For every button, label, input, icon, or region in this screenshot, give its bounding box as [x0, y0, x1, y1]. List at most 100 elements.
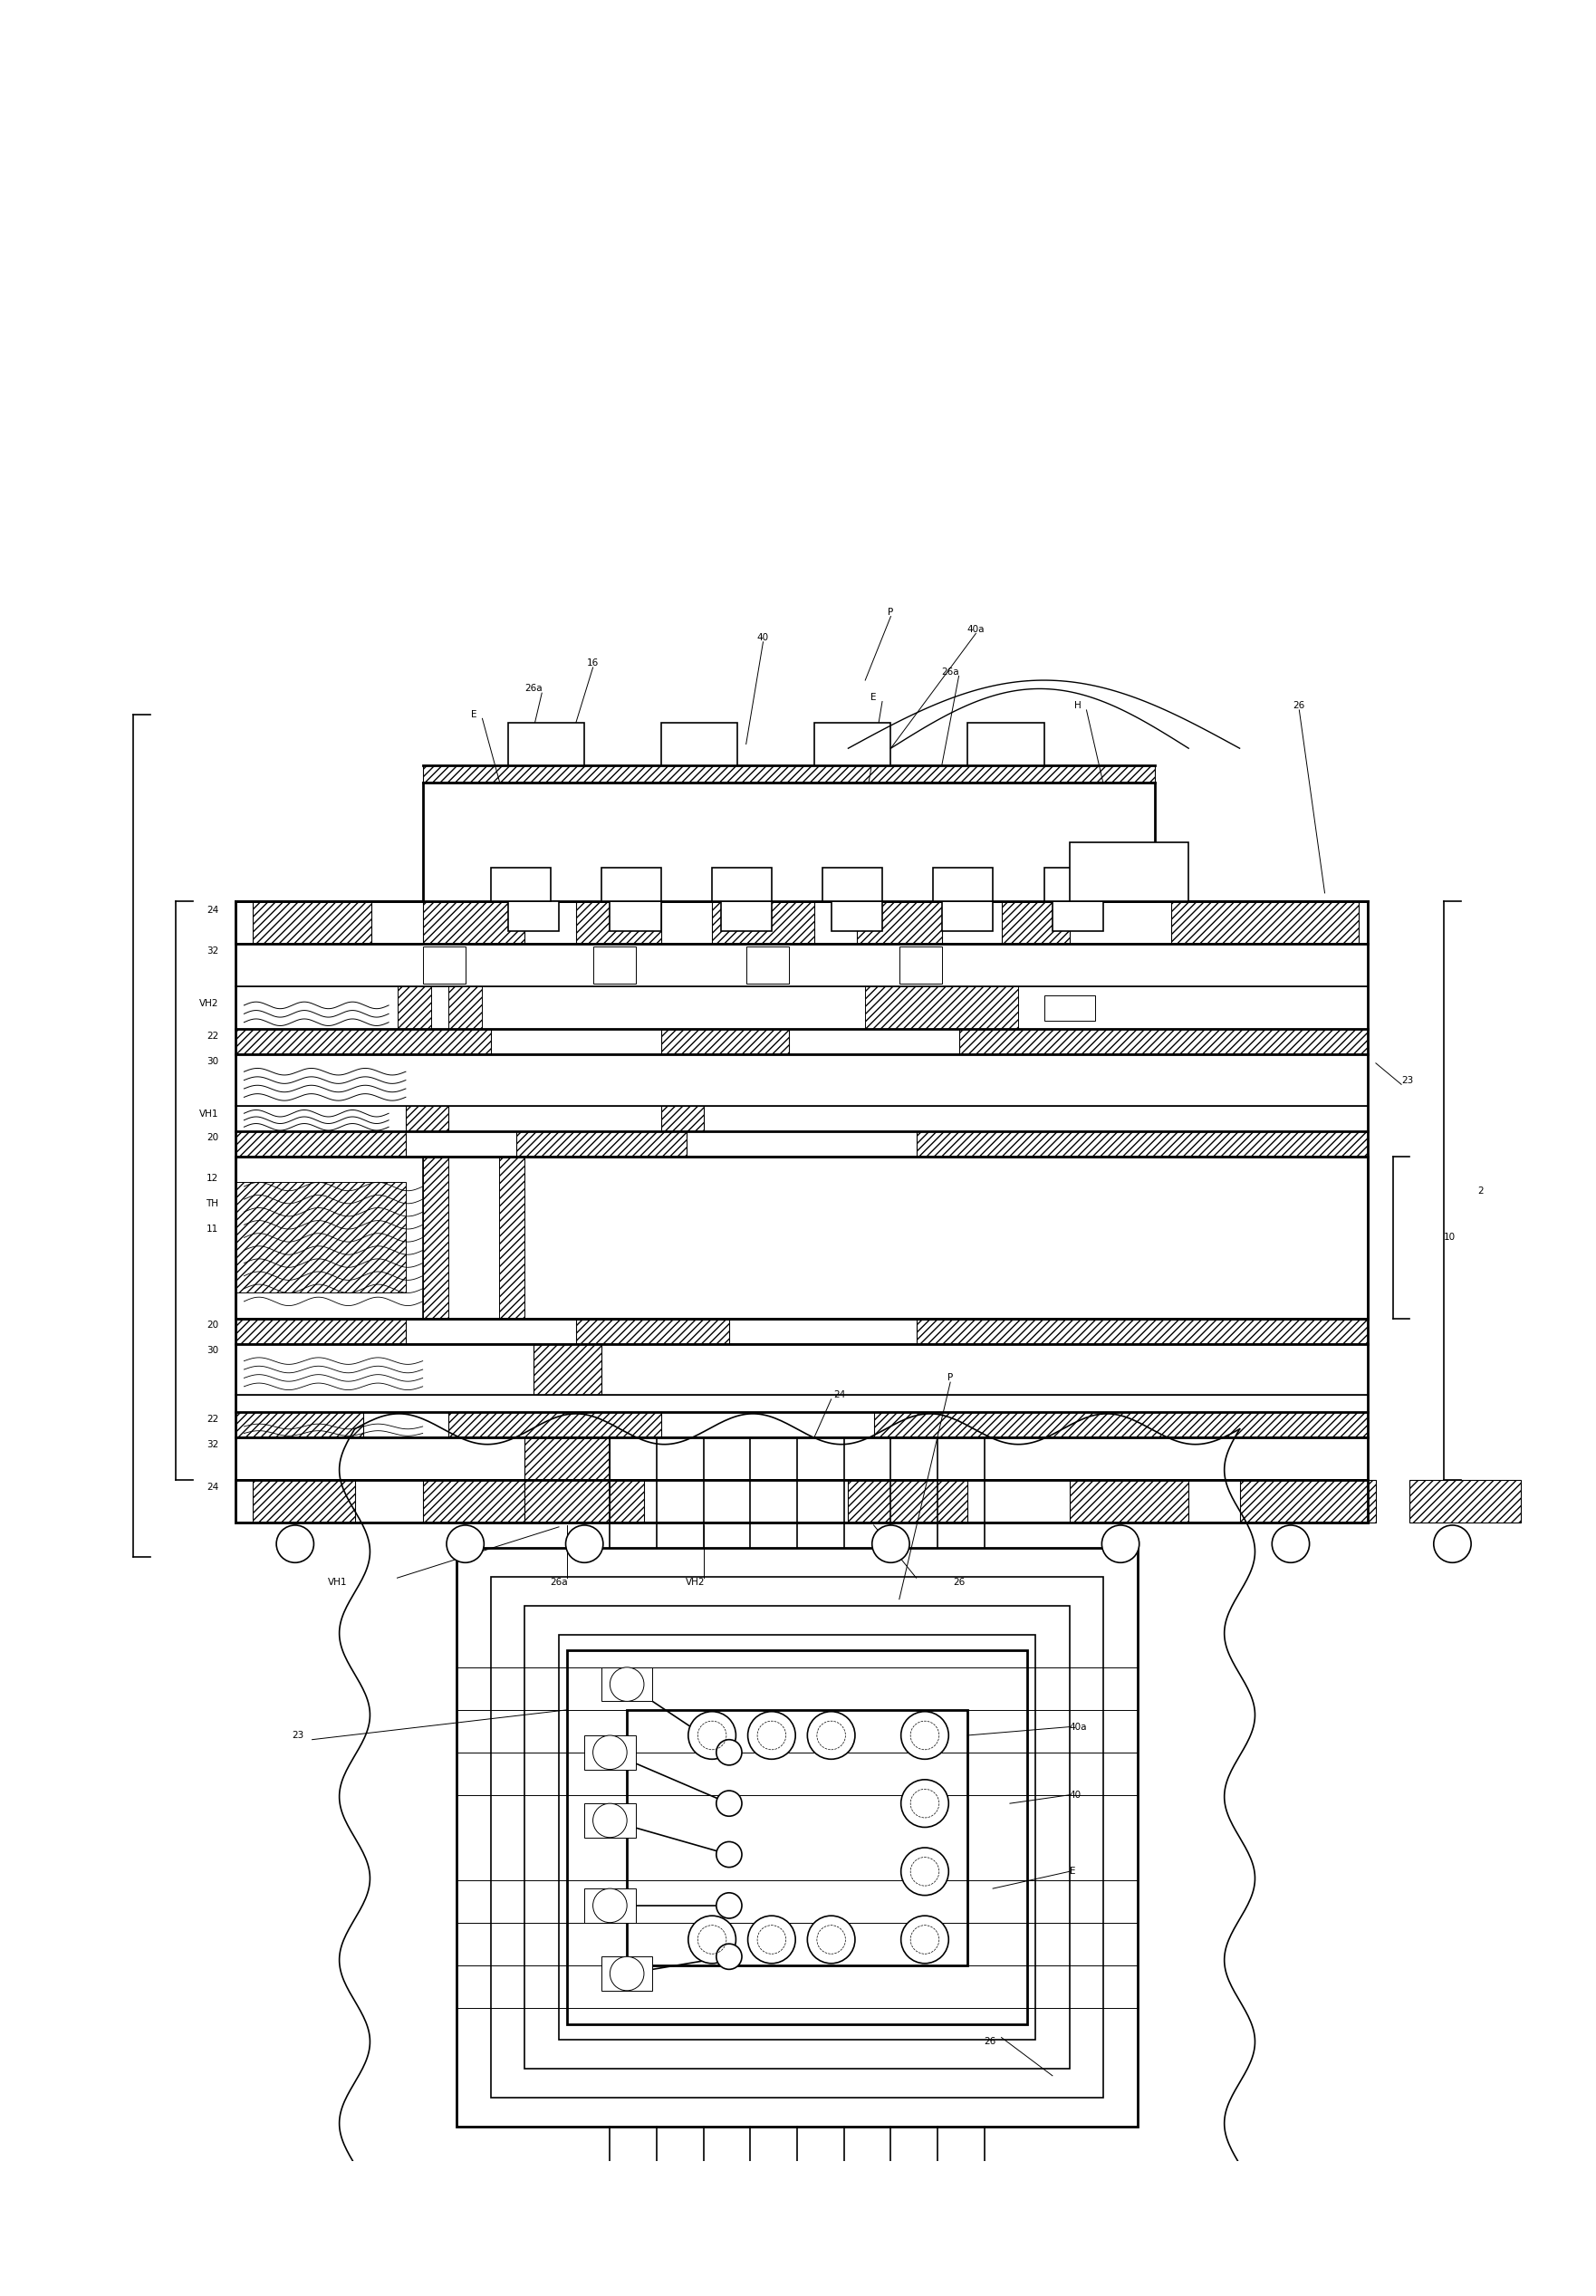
Bar	[236, 1412, 1368, 1437]
Bar	[236, 1343, 1368, 1396]
Bar	[236, 1318, 405, 1343]
Circle shape	[594, 1802, 627, 1837]
Bar	[899, 946, 942, 985]
Circle shape	[610, 1667, 643, 1701]
Circle shape	[565, 1525, 603, 1564]
Bar	[236, 944, 1368, 987]
Text: 22: 22	[206, 1414, 219, 1424]
Bar	[661, 1107, 704, 1132]
Bar	[397, 987, 431, 1029]
Text: 30: 30	[206, 1345, 219, 1355]
Bar	[236, 1481, 1368, 1522]
Circle shape	[1272, 1525, 1309, 1564]
Text: E: E	[471, 709, 477, 719]
Bar	[745, 946, 788, 985]
Bar	[525, 1437, 610, 1481]
Text: 20: 20	[206, 1320, 219, 1329]
Text: 2: 2	[1478, 1187, 1484, 1196]
Text: 10: 10	[1444, 1233, 1456, 1242]
Circle shape	[749, 1915, 795, 1963]
Bar	[967, 723, 1044, 765]
Bar	[610, 902, 661, 932]
Circle shape	[871, 1525, 910, 1564]
Bar	[584, 1802, 635, 1837]
Text: 23: 23	[1401, 1075, 1414, 1084]
Bar	[916, 1132, 1368, 1157]
Text: 23: 23	[292, 1731, 303, 1740]
Text: 26: 26	[953, 1577, 966, 1587]
Text: VH1: VH1	[327, 1577, 348, 1587]
Bar	[1044, 868, 1103, 902]
Bar	[934, 868, 993, 902]
Text: 24: 24	[833, 1391, 846, 1401]
Circle shape	[717, 1740, 742, 1766]
Bar	[456, 1548, 1138, 2126]
Bar	[832, 902, 883, 932]
Bar	[1171, 902, 1358, 944]
Bar	[1069, 1481, 1189, 1522]
Bar	[236, 1412, 364, 1437]
Text: 26: 26	[985, 2037, 996, 2046]
Circle shape	[902, 1779, 948, 1828]
Text: 30: 30	[206, 1056, 219, 1065]
Bar	[576, 1318, 729, 1343]
Bar	[236, 1182, 405, 1293]
Text: VH1: VH1	[200, 1109, 219, 1118]
Text: 32: 32	[206, 946, 219, 955]
Circle shape	[594, 1736, 627, 1770]
Bar	[423, 946, 466, 985]
Bar	[423, 902, 525, 944]
Text: E: E	[871, 693, 876, 703]
Bar	[865, 987, 1018, 1029]
Bar	[423, 1157, 448, 1318]
Text: TH: TH	[206, 1199, 219, 1208]
Bar	[873, 1412, 1368, 1437]
Circle shape	[902, 1711, 948, 1759]
Text: 11: 11	[206, 1224, 219, 1233]
Bar	[236, 1132, 1368, 1157]
Bar	[857, 902, 942, 944]
Bar	[236, 1054, 1368, 1107]
Bar	[602, 1667, 653, 1701]
Bar	[822, 868, 883, 902]
Circle shape	[749, 1711, 795, 1759]
Bar	[712, 868, 771, 902]
Bar	[448, 1412, 661, 1437]
Text: 26a: 26a	[942, 668, 959, 677]
Circle shape	[610, 1956, 643, 1991]
Circle shape	[902, 1848, 948, 1894]
Text: 24: 24	[206, 1483, 219, 1492]
Circle shape	[808, 1915, 855, 1963]
Bar	[500, 1157, 525, 1318]
Circle shape	[717, 1791, 742, 1816]
Circle shape	[808, 1711, 855, 1759]
Bar	[959, 1029, 1368, 1054]
Bar	[252, 1481, 354, 1522]
Bar	[492, 868, 551, 902]
Text: 12: 12	[206, 1173, 219, 1182]
Bar	[1409, 1481, 1521, 1522]
Bar	[720, 902, 771, 932]
Bar	[661, 1029, 788, 1054]
Bar	[594, 946, 635, 985]
Circle shape	[1433, 1525, 1472, 1564]
Bar	[1044, 994, 1095, 1022]
Text: 26a: 26a	[551, 1577, 568, 1587]
Circle shape	[1101, 1525, 1140, 1564]
Bar	[492, 1577, 1103, 2099]
Circle shape	[717, 1841, 742, 1867]
Text: P: P	[887, 608, 894, 618]
Text: 40: 40	[757, 634, 769, 643]
Bar	[1240, 1481, 1376, 1522]
Bar	[576, 902, 661, 944]
Bar	[602, 868, 661, 902]
Bar	[712, 902, 814, 944]
Bar	[405, 1107, 448, 1132]
Text: P: P	[948, 1373, 953, 1382]
Text: 26a: 26a	[525, 684, 543, 693]
Bar	[423, 1481, 525, 1522]
Bar	[1069, 843, 1189, 902]
Text: 40a: 40a	[1069, 1722, 1087, 1731]
Text: 16: 16	[587, 659, 598, 668]
Bar	[543, 1481, 643, 1522]
